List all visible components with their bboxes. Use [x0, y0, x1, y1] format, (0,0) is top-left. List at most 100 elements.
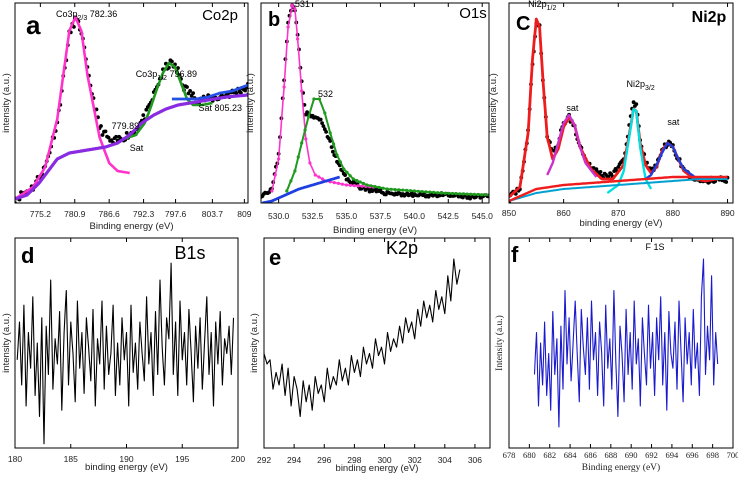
series-co3p2-3-fit	[15, 15, 131, 201]
annotation: sat	[667, 117, 680, 127]
data-point	[461, 195, 465, 200]
series-marker	[420, 190, 424, 194]
series-marker	[300, 89, 304, 93]
series-background	[15, 93, 248, 201]
x-tick-label: 684	[564, 450, 578, 460]
series-532-fit	[285, 98, 489, 196]
series-marker	[377, 185, 381, 189]
data-point	[141, 113, 146, 117]
panel-f: 678 680 682 684 686 688 690 692 694 696 698 700 Bind…	[494, 237, 738, 473]
series-group	[533, 258, 719, 428]
annotation: Ni2p1/2	[528, 0, 556, 12]
series-marker	[432, 190, 436, 194]
panel-title: F 1S	[645, 242, 664, 252]
series-marker	[461, 192, 465, 196]
series-b1s	[16, 262, 235, 445]
series-marker	[393, 188, 397, 192]
data-point	[114, 134, 118, 139]
series-marker	[328, 131, 332, 135]
series-marker	[317, 97, 321, 101]
data-point	[324, 130, 328, 134]
x-tick-label: 786.6	[99, 209, 121, 219]
x-tick-label: 296	[317, 455, 331, 465]
data-point	[320, 121, 324, 125]
series-group	[15, 15, 248, 203]
panel-e: 292 294 296 298 300 302 304 306 binding energy (…	[249, 237, 491, 474]
series-marker	[308, 161, 312, 165]
series-marker	[342, 167, 346, 171]
x-tick-label: 195	[175, 454, 189, 464]
data-point	[328, 139, 333, 143]
series-marker	[385, 187, 389, 191]
annotation-text: Co3p	[56, 9, 78, 19]
data-point	[321, 124, 326, 128]
data-point	[188, 89, 193, 93]
panel-b: 530.0 532.5 535.0 537.5 540.0 542.5 545.0 Bindi…	[245, 0, 493, 236]
data-point	[631, 100, 636, 105]
panel-d: 180 185 190 195 200 binding energy (eV) intens…	[1, 237, 245, 473]
x-axis-title: binding energy (eV)	[580, 218, 663, 229]
series-envelope	[171, 83, 248, 101]
annotation-text: Ni2p	[627, 79, 646, 89]
y-axis-title: intensity (a.u.)	[245, 73, 256, 133]
x-tick-label: 694	[666, 450, 680, 460]
series-marker	[303, 128, 307, 132]
data-point	[594, 167, 599, 172]
series-marker	[293, 169, 297, 173]
x-tick-label: 850	[502, 208, 516, 218]
data-point	[170, 59, 174, 64]
annotation-text: Co3p	[136, 69, 158, 79]
series-marker	[465, 192, 469, 196]
x-tick-label: 682	[543, 450, 556, 460]
series-marker	[273, 173, 277, 177]
x-tick-label: 678	[503, 450, 516, 460]
series-marker	[293, 7, 297, 11]
panel-letter: a	[26, 10, 41, 40]
x-axis-title: Binding energy (eV)	[582, 462, 660, 473]
panel-letter: e	[269, 245, 281, 270]
x-tick-label: 880	[666, 208, 680, 218]
series-marker	[290, 3, 294, 7]
series-marker	[270, 189, 274, 193]
x-tick-label: 690	[625, 450, 638, 460]
annotation: Co3p1/2 796.89	[136, 69, 197, 82]
axes-frame	[508, 237, 734, 449]
x-tick-label: 304	[438, 455, 452, 465]
data-point	[329, 145, 334, 150]
series-marker	[428, 190, 432, 194]
series-marker	[296, 155, 300, 159]
panel-letter: f	[511, 242, 519, 267]
series-marker	[369, 184, 373, 188]
x-tick-label: 306	[468, 455, 482, 465]
data-point	[331, 149, 335, 154]
series-marker	[323, 111, 327, 115]
series-k2p	[264, 258, 461, 418]
x-tick-label: 692	[645, 450, 658, 460]
x-tick-label: 809	[237, 209, 251, 219]
series-marker	[348, 183, 352, 187]
annotation: Sat	[130, 143, 144, 153]
series-marker	[306, 115, 311, 119]
series-sat-fit-2	[644, 141, 707, 181]
x-axis-title: binding energy (eV)	[85, 462, 168, 473]
series-marker	[405, 188, 409, 192]
series-marker	[289, 179, 293, 183]
data-point	[606, 174, 611, 179]
series-co3p1-2-fit	[123, 61, 213, 141]
panel-letter: C	[516, 13, 530, 35]
series-marker	[296, 37, 300, 41]
x-tick-label: 540.0	[404, 211, 426, 221]
panel-a: 775.2 780.9 786.6 792.3 797.6 803.7 809 Binding…	[1, 2, 252, 232]
series-sat-fit	[546, 113, 598, 178]
data-point	[239, 91, 243, 95]
x-tick-label: 700	[727, 450, 738, 460]
data-point	[318, 117, 323, 122]
series-group	[261, 3, 489, 203]
series-marker	[300, 141, 304, 145]
series-marker	[365, 183, 369, 187]
series-marker	[416, 189, 420, 193]
panel-title: B1s	[174, 243, 205, 263]
series-marker	[480, 193, 484, 197]
